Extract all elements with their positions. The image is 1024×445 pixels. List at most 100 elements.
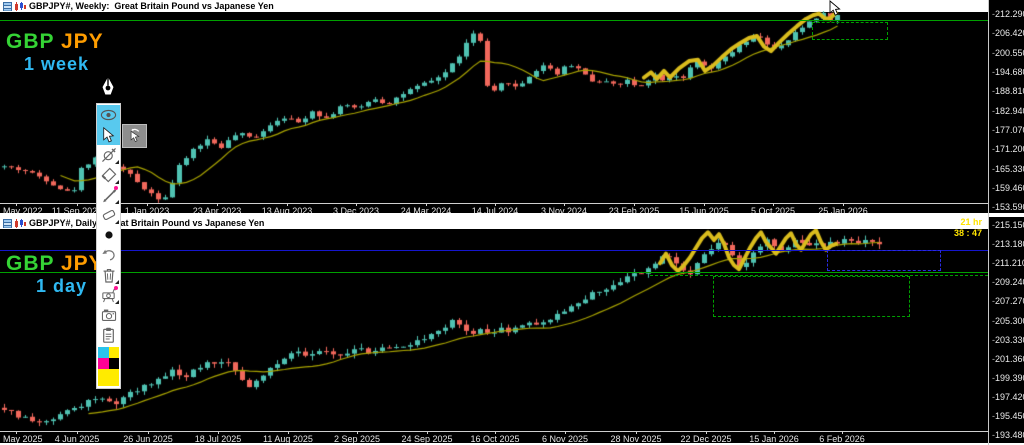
price-label: -194.680 bbox=[992, 66, 1024, 77]
cursor-icon bbox=[103, 127, 115, 143]
price-label: -199.390 bbox=[992, 372, 1024, 383]
weekly-timeframe-label: 1 week bbox=[24, 54, 90, 74]
candle-countdown-timer: 21 hr 38 : 47 bbox=[954, 217, 982, 239]
weekly-price-scale[interactable]: -212.290 -206.420 -200.550 -194.680 -188.810… bbox=[988, 0, 1024, 213]
cursor-drag-popup[interactable] bbox=[122, 124, 147, 148]
price-scale-border bbox=[988, 0, 989, 445]
pencil-tool[interactable] bbox=[97, 185, 120, 205]
window-separator[interactable] bbox=[0, 213, 1024, 217]
weekly-target-rectangle[interactable] bbox=[812, 22, 888, 40]
select-tool[interactable] bbox=[97, 125, 120, 145]
camera-icon bbox=[101, 309, 116, 321]
date-tick bbox=[217, 203, 218, 206]
date-tick bbox=[773, 203, 774, 206]
price-label: -205.300 bbox=[992, 315, 1024, 326]
price-label: -213.180 bbox=[992, 239, 1024, 250]
flyout-corner-icon bbox=[115, 220, 119, 224]
eye-tool[interactable] bbox=[97, 105, 120, 125]
date-label: 6 Nov 2025 bbox=[541, 434, 589, 444]
daily-quote-currency: JPY bbox=[60, 252, 104, 275]
date-label: 18 Jul 2025 bbox=[194, 434, 242, 444]
price-label: -197.420 bbox=[992, 391, 1024, 402]
active-color-swatch[interactable] bbox=[98, 369, 119, 386]
flyout-corner-icon bbox=[115, 300, 119, 304]
marker-icon bbox=[101, 167, 116, 183]
daily-green-level-line[interactable] bbox=[0, 272, 988, 273]
price-label: -212.290 bbox=[992, 9, 1024, 19]
date-label: 11 Sep 2022 bbox=[51, 206, 103, 216]
candlestick-window-icon bbox=[15, 1, 26, 11]
date-label: 3 Nov 2024 bbox=[540, 206, 588, 216]
date-tick bbox=[495, 203, 496, 206]
daily-green-dashed-line[interactable] bbox=[650, 275, 988, 276]
date-label: 5 Oct 2025 bbox=[750, 206, 796, 216]
cursor-rotate-icon bbox=[130, 128, 140, 142]
price-label: -200.550 bbox=[992, 47, 1024, 58]
penoff-icon bbox=[101, 148, 116, 162]
daily-blue-rectangle[interactable] bbox=[827, 250, 941, 271]
price-label: -209.240 bbox=[992, 277, 1024, 288]
date-tick bbox=[704, 203, 705, 206]
pen-nib-icon[interactable] bbox=[99, 75, 117, 99]
date-tick bbox=[16, 431, 17, 434]
date-label: 2 Sep 2025 bbox=[333, 434, 381, 444]
date-tick bbox=[774, 431, 775, 434]
date-label: 3 Dec 2023 bbox=[332, 206, 380, 216]
date-label: 23 Feb 2025 bbox=[608, 206, 660, 216]
date-tick bbox=[77, 431, 78, 434]
price-label: -182.940 bbox=[992, 105, 1024, 116]
date-label: 24 Mar 2024 bbox=[400, 206, 452, 216]
date-label: 13 Aug 2023 bbox=[261, 206, 313, 216]
color-swatch[interactable] bbox=[108, 347, 119, 358]
price-label: -201.360 bbox=[992, 353, 1024, 364]
date-tick bbox=[495, 431, 496, 434]
date-tick bbox=[218, 431, 219, 434]
date-tick bbox=[16, 203, 17, 206]
price-label: -207.270 bbox=[992, 296, 1024, 307]
dot-size-tool[interactable] bbox=[97, 225, 120, 245]
delete-tool[interactable] bbox=[97, 265, 120, 285]
daily-candles-canvas[interactable] bbox=[0, 229, 988, 431]
price-label: -165.330 bbox=[992, 163, 1024, 174]
price-label: -193.480 bbox=[992, 430, 1024, 441]
price-label: -177.070 bbox=[992, 124, 1024, 135]
snapshot-tool[interactable] bbox=[97, 305, 120, 325]
weekly-resistance-line[interactable] bbox=[0, 20, 988, 21]
undo-tool[interactable] bbox=[97, 245, 120, 265]
daily-symbol-watermark: GBP JPY 1 day bbox=[6, 253, 104, 295]
candlestick-window-icon bbox=[15, 218, 26, 228]
color-swatch[interactable] bbox=[98, 347, 109, 358]
eraser-tool[interactable] bbox=[97, 205, 120, 225]
date-tick bbox=[357, 431, 358, 434]
daily-axis-line bbox=[0, 431, 988, 432]
flyout-corner-icon bbox=[115, 180, 119, 184]
weekly-chart-title: GBPJPY#, Weekly: Great Britain Pound vs … bbox=[29, 1, 274, 11]
daily-timeframe-label: 1 day bbox=[36, 276, 88, 296]
projector-tool[interactable] bbox=[97, 285, 120, 305]
date-tick bbox=[77, 203, 78, 206]
date-tick bbox=[636, 431, 637, 434]
daily-date-axis[interactable]: May 2025 4 Jun 2025 26 Jun 2025 18 Jul 2025… bbox=[0, 431, 988, 444]
trash-icon bbox=[103, 268, 114, 283]
daily-demand-rectangle[interactable] bbox=[713, 276, 910, 317]
color-swatch[interactable] bbox=[98, 358, 109, 369]
date-tick bbox=[565, 431, 566, 434]
marker-tool[interactable] bbox=[97, 165, 120, 185]
daily-chart-title: GBPJPY#, Daily: Great Britain Pound vs J… bbox=[29, 218, 265, 228]
weekly-quote-currency: JPY bbox=[60, 30, 104, 53]
daily-price-scale[interactable]: -215.150 -213.180 -211.210 -209.240 -207.270… bbox=[988, 217, 1024, 443]
date-tick bbox=[564, 203, 565, 206]
price-label: -188.810 bbox=[992, 86, 1024, 97]
pen-off-tool[interactable] bbox=[97, 145, 120, 165]
daily-base-currency: GBP bbox=[6, 252, 55, 275]
date-label: 1 Jan 2023 bbox=[124, 206, 170, 216]
weekly-axis-line bbox=[0, 203, 988, 204]
weekly-candles-canvas[interactable] bbox=[0, 11, 988, 203]
color-swatch[interactable] bbox=[108, 358, 119, 369]
daily-blue-level-line[interactable] bbox=[0, 250, 988, 251]
weekly-date-axis[interactable]: May 2022 11 Sep 2022 1 Jan 2023 23 Apr 2023… bbox=[0, 203, 988, 216]
color-dot-icon bbox=[114, 186, 118, 190]
price-label: -171.200 bbox=[992, 144, 1024, 155]
clipboard-tool[interactable] bbox=[97, 325, 120, 345]
